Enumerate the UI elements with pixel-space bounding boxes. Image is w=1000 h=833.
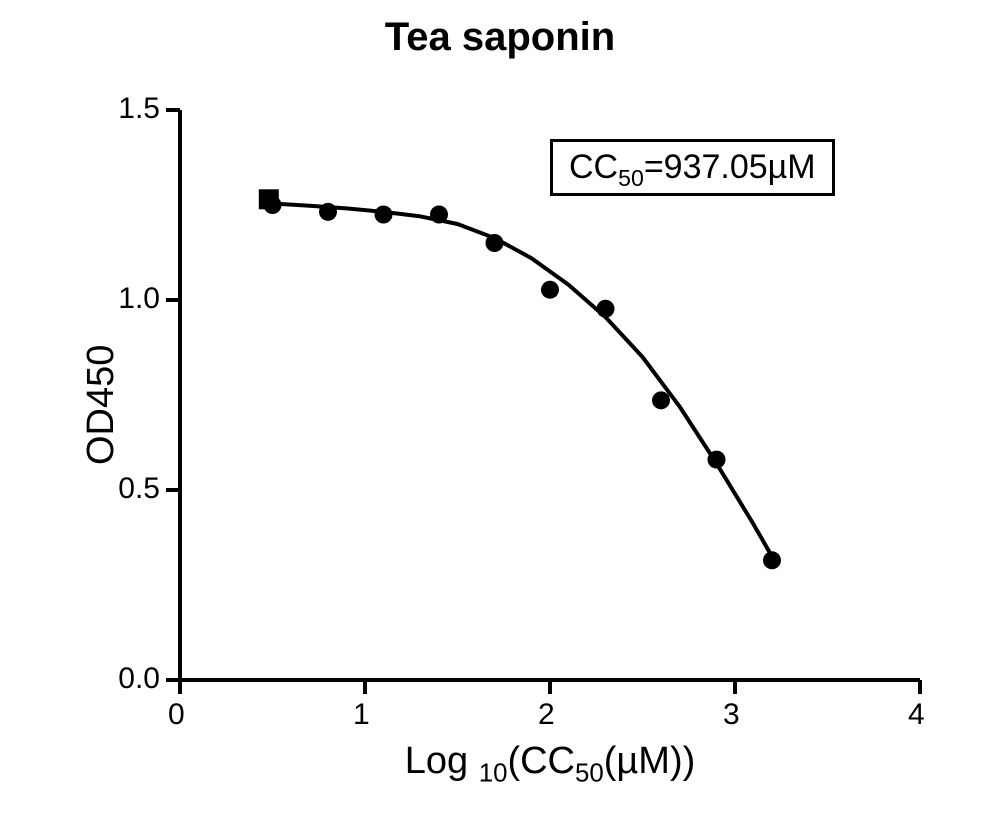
y-tick-label: 1.5 bbox=[118, 92, 160, 126]
y-axis-title: OD450 bbox=[80, 345, 123, 465]
y-tick-label: 0.5 bbox=[118, 472, 160, 506]
chart-container: Tea saponin Log 10(CC50(µM)) OD450 CC50=… bbox=[0, 0, 1000, 833]
x-tick-label: 1 bbox=[353, 698, 370, 732]
y-tick-label: 0.0 bbox=[118, 662, 160, 696]
x-tick-label: 2 bbox=[538, 698, 555, 732]
chart-svg bbox=[180, 110, 920, 680]
x-tick-label: 4 bbox=[908, 698, 925, 732]
annotation-box: CC50=937.05µM bbox=[550, 139, 835, 196]
chart-title: Tea saponin bbox=[0, 15, 1000, 60]
x-tick-label: 3 bbox=[723, 698, 740, 732]
plot-area bbox=[180, 110, 920, 680]
x-tick-label: 0 bbox=[168, 698, 185, 732]
y-tick-label: 1.0 bbox=[118, 282, 160, 316]
x-axis-title: Log 10(CC50(µM)) bbox=[180, 740, 920, 783]
